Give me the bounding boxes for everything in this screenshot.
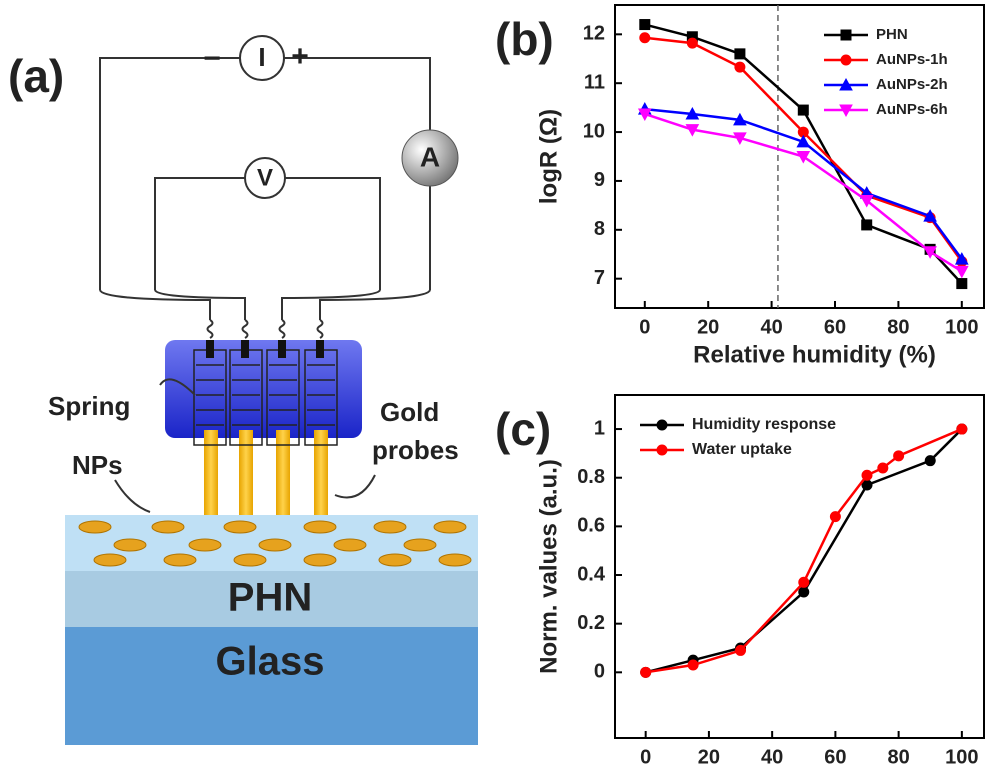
y-tick-label: 0 [594, 661, 605, 683]
x-tick-label: 60 [824, 746, 846, 764]
x-tick-label: 20 [698, 746, 720, 764]
y-tick-label: 0.4 [577, 563, 606, 585]
series-line [646, 429, 962, 672]
y-tick-label: 11 [584, 71, 605, 93]
marker [736, 645, 746, 655]
marker [799, 587, 809, 597]
marker [657, 445, 667, 455]
marker [688, 660, 698, 670]
probe-label: Gold [380, 397, 439, 427]
marker [957, 279, 967, 289]
x-tick-label: 80 [888, 746, 910, 764]
legend-label: PHN [876, 26, 908, 43]
y-tick-label: 10 [583, 120, 605, 142]
y-axis-label: Norm. values (a.u.) [535, 459, 562, 674]
diagram: (a) − I + A V Spring Gold probes NPs PHN… [8, 36, 478, 745]
marker [657, 420, 667, 430]
marker [956, 266, 968, 277]
probe-arrow [335, 475, 375, 498]
y-tick-label: 12 [583, 23, 605, 45]
series-line [645, 38, 962, 262]
np-label: NPs [72, 450, 123, 480]
x-tick-label: 0 [639, 316, 650, 338]
plot-frame [615, 395, 984, 738]
voltmeter-symbol: V [257, 164, 273, 191]
film-label: PHN [228, 576, 312, 620]
x-tick-label: 60 [824, 316, 846, 338]
x-tick-label: 40 [760, 316, 782, 338]
minus-sign: − [203, 42, 221, 75]
marker [841, 30, 851, 40]
y-tick-label: 1 [594, 417, 605, 439]
marker [862, 470, 872, 480]
marker [894, 451, 904, 461]
legend-label: Water uptake [692, 441, 792, 458]
np-arrow [115, 480, 150, 512]
y-tick-label: 0.6 [577, 515, 605, 537]
panel-label: (b) [495, 13, 554, 65]
plus-sign: + [291, 40, 309, 73]
x-axis-label: Relative humidity (%) [693, 341, 936, 368]
marker [641, 667, 651, 677]
x-tick-label: 80 [887, 316, 909, 338]
x-tick-label: 100 [945, 746, 978, 764]
x-tick-label: 0 [640, 746, 651, 764]
marker [862, 220, 872, 230]
y-tick-label: 7 [594, 267, 605, 289]
substrate-label: Glass [216, 640, 325, 684]
marker [830, 512, 840, 522]
legend-label: AuNPs-2h [876, 76, 948, 93]
marker [640, 20, 650, 30]
y-tick-label: 0.2 [577, 612, 605, 634]
y-axis-label: logR (Ω) [535, 109, 562, 204]
marker [925, 456, 935, 466]
leads [100, 290, 430, 320]
marker [799, 577, 809, 587]
panel-label: (c) [495, 403, 551, 455]
legend-label: AuNPs-1h [876, 51, 948, 68]
spring-wires [208, 320, 323, 338]
marker [957, 424, 967, 434]
marker [841, 55, 851, 65]
marker [798, 105, 808, 115]
x-tick-label: 40 [761, 746, 783, 764]
legend-label: AuNPs-6h [876, 101, 948, 118]
marker [640, 33, 650, 43]
y-tick-label: 9 [594, 169, 605, 191]
figure: (a) − I + A V Spring Gold probes NPs PHN… [0, 0, 986, 764]
x-tick-label: 20 [697, 316, 719, 338]
marker [687, 38, 697, 48]
marker [735, 49, 745, 59]
probe-label: probes [372, 435, 459, 465]
spring-label: Spring [48, 391, 130, 421]
y-tick-label: 0.8 [577, 466, 605, 488]
x-tick-label: 100 [945, 316, 978, 338]
ammeter-symbol: A [420, 141, 440, 172]
marker [878, 463, 888, 473]
panel-label: (a) [8, 50, 64, 102]
legend-label: Humidity response [692, 416, 836, 433]
marker [735, 62, 745, 72]
current-symbol: I [258, 42, 265, 72]
y-tick-label: 8 [594, 218, 605, 240]
